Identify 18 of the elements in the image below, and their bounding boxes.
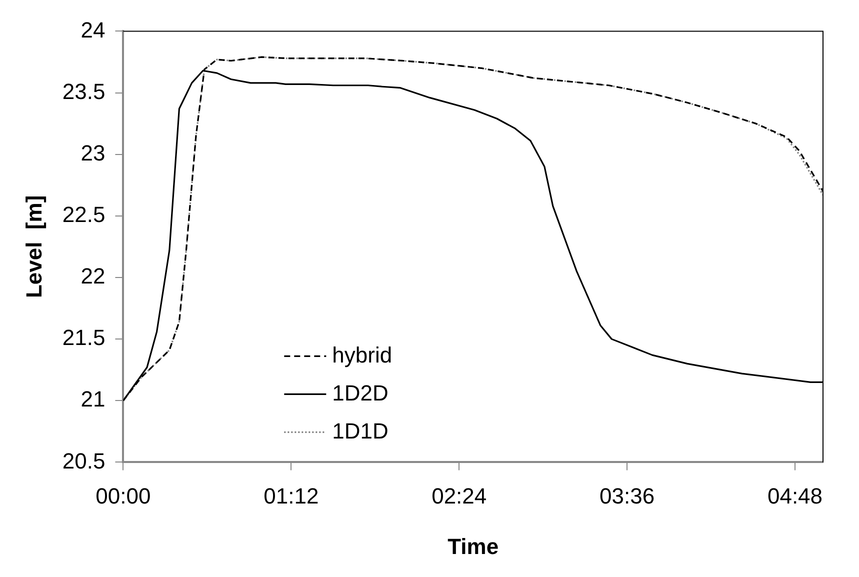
y-tick-label: 22.5 <box>62 202 106 227</box>
x-tick-label: 02:24 <box>432 483 487 508</box>
y-tick-label: 23.5 <box>62 78 106 104</box>
x-axis-title: Time <box>448 534 499 559</box>
x-tick-label: 01:12 <box>264 483 319 508</box>
y-tick-label: 21 <box>80 386 106 412</box>
x-tick-label: 03:36 <box>600 483 655 508</box>
y-tick-label: 20.5 <box>62 448 106 474</box>
y-tick-label: 23 <box>80 140 106 166</box>
y-tick-label: 21.5 <box>62 325 106 350</box>
legend-label: 1D1D <box>332 418 388 444</box>
legend-label: hybrid <box>332 342 392 368</box>
y-tick-label: 24 <box>80 17 106 42</box>
y-tick-label: 22 <box>80 264 106 289</box>
y-axis-title: Level [m] <box>21 195 46 298</box>
legend-label: 1D2D <box>332 380 388 406</box>
x-tick-label: 00:00 <box>96 483 151 508</box>
x-tick-label: 04:48 <box>767 483 823 508</box>
